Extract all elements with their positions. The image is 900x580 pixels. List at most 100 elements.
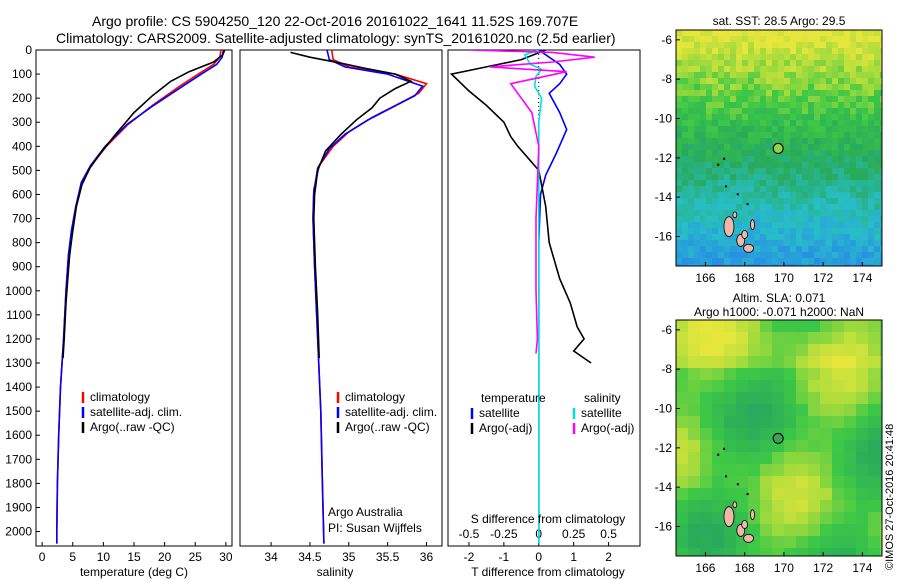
credit-line-2: PI: Susan Wijffels: [328, 521, 422, 535]
map-cell: [688, 150, 695, 157]
map-cell: [736, 416, 749, 429]
map-cell: [808, 320, 821, 333]
map-cell: [838, 48, 845, 55]
map-cell: [832, 228, 839, 235]
map-cell: [718, 108, 725, 115]
map-cell: [742, 114, 749, 121]
map-cell: [868, 416, 881, 429]
map-cell: [844, 132, 851, 139]
map-cell: [874, 48, 881, 55]
sst-map-raster: [676, 30, 882, 266]
map-cell: [754, 96, 761, 103]
map-cell: [730, 54, 737, 61]
map-cell: [754, 78, 761, 85]
map-cell: [790, 144, 797, 151]
map-cell: [844, 216, 851, 223]
map-cell: [688, 108, 695, 115]
map-cell: [850, 36, 857, 43]
map-cell: [838, 90, 845, 97]
map-cell: [880, 500, 882, 513]
map-cell: [778, 258, 785, 265]
map-cell: [694, 138, 701, 145]
map-cell: [862, 114, 869, 121]
map-cell: [880, 356, 882, 369]
map-cell: [718, 60, 725, 67]
map-cell: [736, 356, 749, 369]
map-cell: [838, 30, 845, 37]
map-cell: [760, 264, 767, 266]
map-cell: [880, 174, 882, 181]
map-cell: [742, 240, 749, 247]
map-cell: [706, 108, 713, 115]
map-cell: [706, 258, 713, 265]
map-cell: [784, 144, 791, 151]
map-cell: [844, 548, 857, 556]
map-cell: [820, 66, 827, 73]
map-cell: [784, 66, 791, 73]
map-cell: [844, 240, 851, 247]
map-cell: [856, 404, 869, 417]
map-cell: [880, 240, 882, 247]
map-cell: [724, 252, 731, 259]
map-cell: [760, 258, 767, 265]
map-cell: [784, 524, 797, 537]
map-cell: [856, 84, 863, 91]
map-cell: [772, 180, 779, 187]
map-cell: [832, 150, 839, 157]
map-cell: [706, 216, 713, 223]
map-cell: [730, 216, 737, 223]
map-cell: [856, 392, 869, 405]
map-cell: [766, 204, 773, 211]
map-cell: [682, 108, 689, 115]
map-cell: [688, 512, 701, 525]
map-cell: [724, 30, 731, 37]
map-cell: [700, 210, 707, 217]
map-cell: [862, 192, 869, 199]
map-cell: [694, 78, 701, 85]
map-cell: [766, 180, 773, 187]
map-cell: [874, 210, 881, 217]
map-cell: [778, 78, 785, 85]
map-cell: [700, 84, 707, 91]
map-cell: [808, 524, 821, 537]
map-cell: [862, 36, 869, 43]
map-cell: [682, 162, 689, 169]
map-cell: [772, 156, 779, 163]
map-cell: [760, 428, 773, 441]
map-cell: [772, 380, 785, 393]
map-cell: [820, 216, 827, 223]
map-cell: [676, 126, 683, 133]
map-cell: [736, 252, 743, 259]
map-cell: [766, 264, 773, 266]
map-cell: [796, 500, 809, 513]
map-cell: [730, 120, 737, 127]
map-cell: [880, 428, 882, 441]
map-cell: [742, 138, 749, 145]
map-cell: [688, 344, 701, 357]
map-cell: [736, 258, 743, 265]
map-cell: [838, 96, 845, 103]
map-cell: [832, 428, 845, 441]
map-cell: [706, 222, 713, 229]
map-cell: [814, 258, 821, 265]
map-cell: [724, 156, 731, 163]
map-cell: [832, 344, 845, 357]
map-cell: [736, 228, 743, 235]
map-cell: [760, 464, 773, 477]
map-cell: [814, 222, 821, 229]
map-cell: [832, 126, 839, 133]
map-cell: [784, 320, 797, 333]
map-cell: [760, 150, 767, 157]
map-cell: [688, 240, 695, 247]
difference-series: [449, 50, 595, 544]
map-cell: [754, 102, 761, 109]
map-cell: [784, 36, 791, 43]
map-cell: [850, 234, 857, 241]
map-cell: [868, 440, 881, 453]
map-cell: [808, 102, 815, 109]
map-cell: [772, 258, 779, 265]
map-cell: [676, 252, 683, 259]
map-cell: [784, 42, 791, 49]
map-cell: [802, 210, 809, 217]
sla-map-frame: [675, 319, 883, 557]
